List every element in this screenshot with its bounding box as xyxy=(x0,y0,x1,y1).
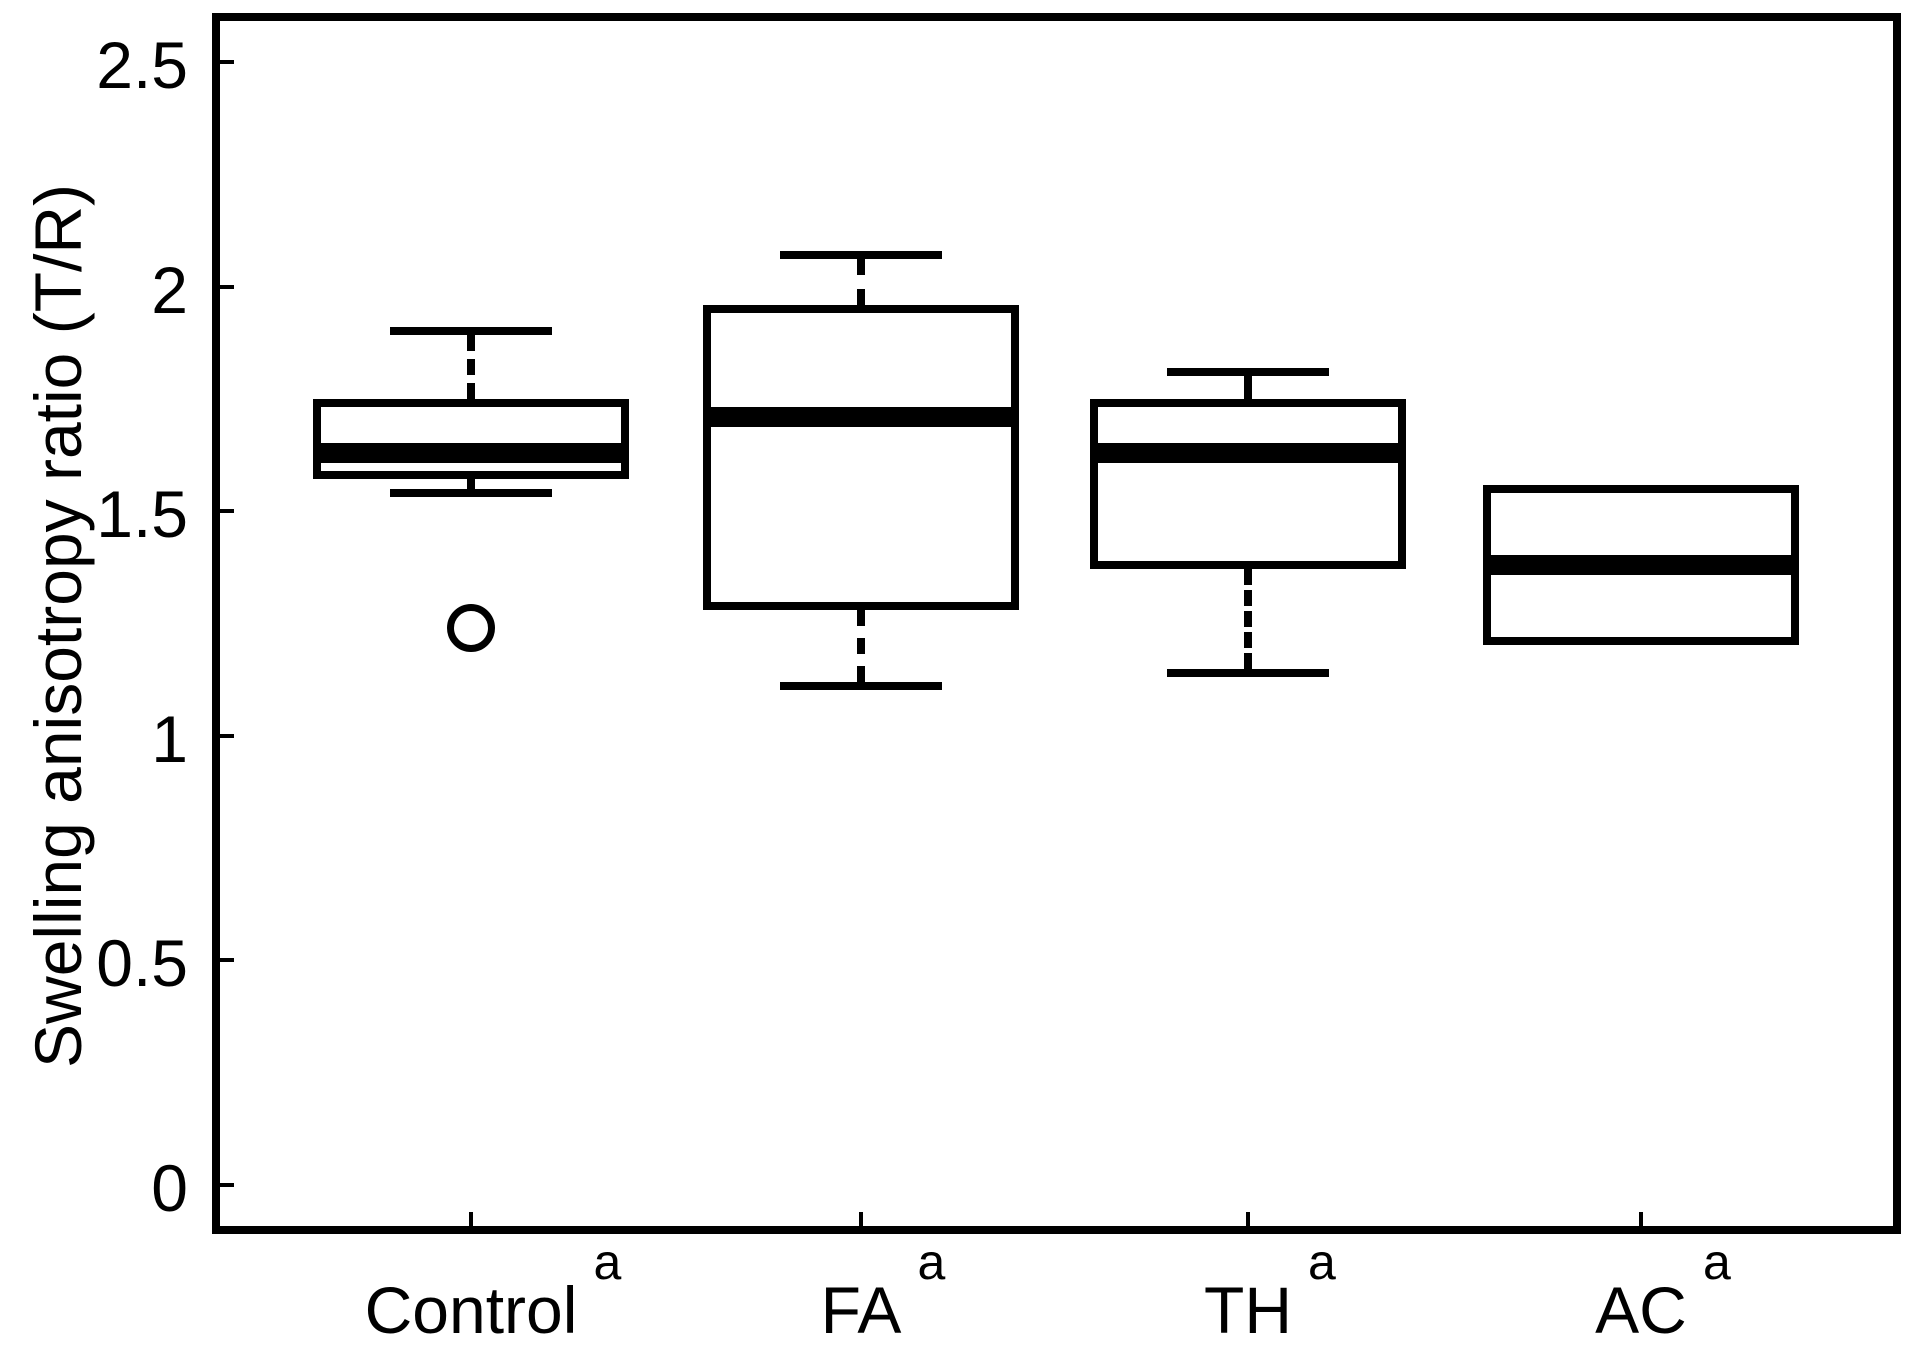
lower-whisker-line xyxy=(1244,569,1252,669)
x-category-label: Control xyxy=(364,1273,578,1347)
upper-whisker-cap xyxy=(780,251,942,260)
x-category-superscript: a xyxy=(917,1234,946,1290)
upper-whisker-line xyxy=(857,259,865,305)
lower-whisker-line xyxy=(467,479,475,490)
y-tick-mark xyxy=(220,958,234,963)
y-tick-mark xyxy=(220,1183,234,1188)
outlier-point xyxy=(447,603,495,652)
y-tick-label: 0 xyxy=(151,1151,188,1226)
box-rect xyxy=(1090,399,1406,570)
y-tick-mark xyxy=(220,284,234,289)
upper-whisker-line xyxy=(467,335,475,400)
x-tick-mark xyxy=(859,1212,863,1226)
y-tick-mark xyxy=(220,59,234,64)
x-category-superscript: a xyxy=(593,1234,622,1290)
lower-whisker-cap xyxy=(390,489,552,498)
x-category-superscript: a xyxy=(1703,1234,1731,1290)
x-category-superscript: a xyxy=(1308,1234,1336,1290)
x-tick-mark xyxy=(1246,1212,1250,1226)
y-tick-label: 1.5 xyxy=(96,477,188,552)
y-tick-mark xyxy=(220,733,234,738)
box-rect xyxy=(313,399,629,480)
y-tick-label: 2.5 xyxy=(96,27,188,102)
upper-whisker-line xyxy=(1244,375,1252,400)
box-rect xyxy=(703,305,1019,610)
lower-whisker-cap xyxy=(780,682,942,691)
y-tick-label: 0.5 xyxy=(96,926,188,1001)
x-tick-mark xyxy=(1639,1212,1643,1226)
lower-whisker-line xyxy=(857,609,865,683)
y-tick-label: 1 xyxy=(151,701,188,776)
median-bar xyxy=(1098,442,1398,463)
x-tick-mark xyxy=(469,1212,473,1226)
upper-whisker-cap xyxy=(390,327,552,336)
x-category-label: FA xyxy=(820,1273,902,1347)
x-category-label: TH xyxy=(1204,1273,1292,1347)
x-category-label: AC xyxy=(1595,1273,1687,1347)
upper-whisker-cap xyxy=(1167,367,1329,376)
y-tick-mark xyxy=(220,509,234,514)
median-bar xyxy=(321,442,621,463)
median-bar xyxy=(1491,555,1791,576)
y-tick-label: 2 xyxy=(151,252,188,327)
median-bar xyxy=(711,406,1011,427)
lower-whisker-cap xyxy=(1167,668,1329,677)
